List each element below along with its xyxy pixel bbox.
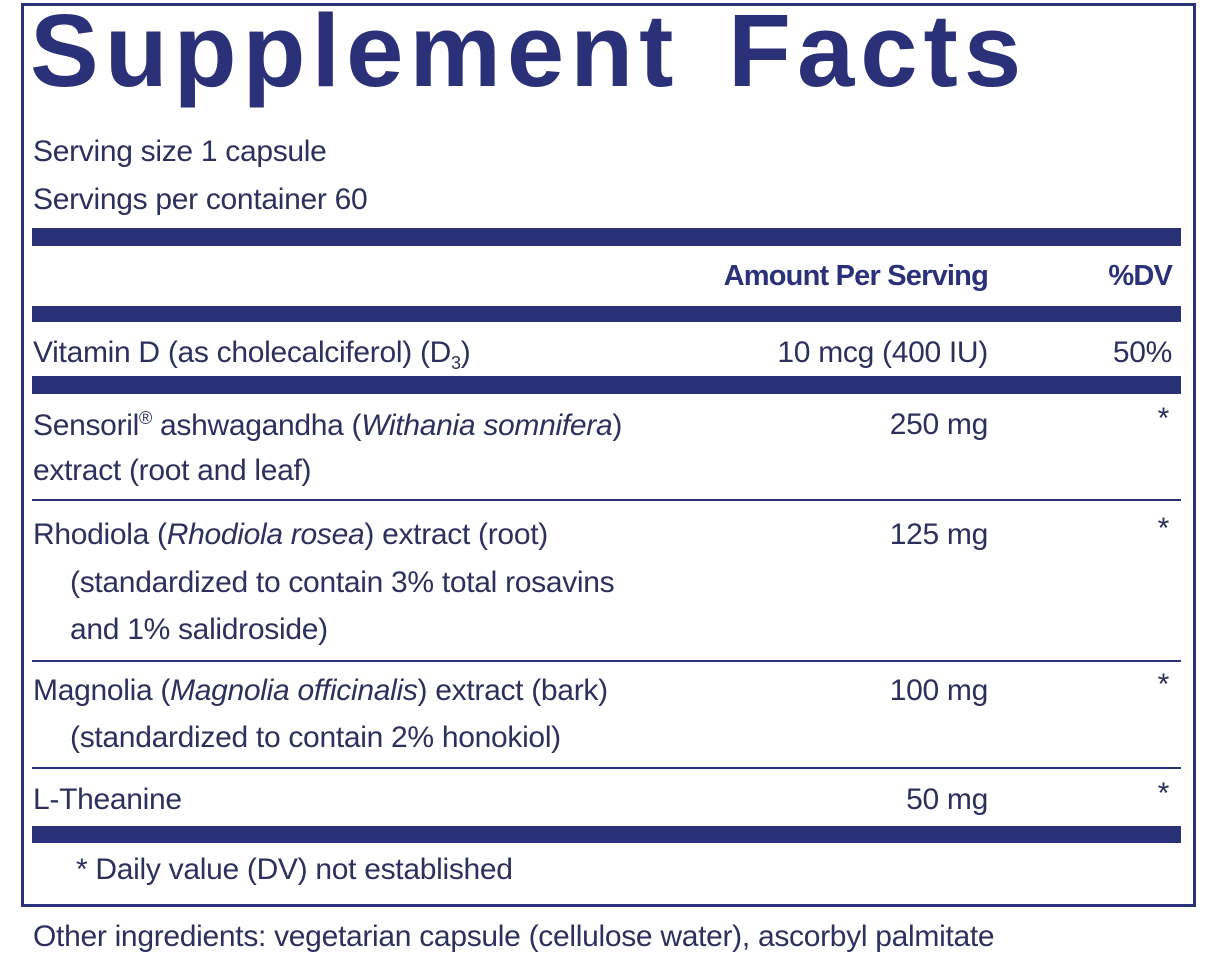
ingredient-dv: 50% bbox=[1112, 336, 1172, 369]
servings-per-container: Servings per container 60 bbox=[33, 183, 368, 216]
divider-bar bbox=[32, 306, 1181, 322]
row-divider bbox=[32, 660, 1181, 662]
other-ingredients: Other ingredients: vegetarian capsule (c… bbox=[33, 920, 995, 953]
footnote: * Daily value (DV) not established bbox=[76, 853, 513, 886]
facts-panel bbox=[21, 3, 1196, 907]
divider-bar bbox=[32, 376, 1181, 394]
ingredient-name: Rhodiola (Rhodiola rosea) extract (root) bbox=[33, 518, 548, 551]
amount-header: Amount Per Serving bbox=[723, 260, 989, 292]
serving-size: Serving size 1 capsule bbox=[33, 135, 327, 168]
ingredient-dv: * bbox=[1157, 512, 1170, 545]
ingredient-detail: extract (root and leaf) bbox=[33, 454, 312, 487]
ingredient-amount: 125 mg bbox=[889, 518, 989, 551]
ingredient-amount: 50 mg bbox=[906, 783, 988, 816]
ingredient-amount: 10 mcg (400 IU) bbox=[777, 336, 988, 369]
row-divider bbox=[32, 767, 1181, 769]
row-divider bbox=[32, 499, 1181, 501]
ingredient-detail: and 1% salidroside) bbox=[70, 613, 328, 646]
ingredient-detail: (standardized to contain 3% total rosavi… bbox=[70, 566, 615, 599]
ingredient-dv: * bbox=[1157, 668, 1170, 701]
ingredient-name: Sensoril® ashwagandha (Withania somnifer… bbox=[33, 408, 623, 442]
ingredient-name: Magnolia (Magnolia officinalis) extract … bbox=[33, 674, 608, 707]
ingredient-detail: (standardized to contain 2% honokiol) bbox=[70, 721, 561, 754]
ingredient-amount: 100 mg bbox=[889, 674, 989, 707]
divider-bar bbox=[32, 826, 1181, 843]
ingredient-dv: * bbox=[1157, 402, 1170, 435]
ingredient-dv: * bbox=[1157, 777, 1170, 810]
ingredient-name: L-Theanine bbox=[33, 783, 182, 816]
ingredient-amount: 250 mg bbox=[889, 408, 989, 441]
panel-title: Supplement Facts bbox=[30, 0, 1028, 108]
dv-header: %DV bbox=[1108, 260, 1172, 292]
divider-bar bbox=[32, 228, 1181, 246]
ingredient-name: Vitamin D (as cholecalciferol) (D3) bbox=[33, 336, 471, 373]
